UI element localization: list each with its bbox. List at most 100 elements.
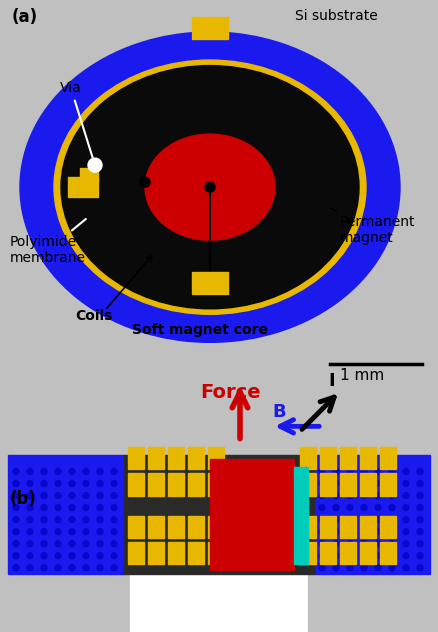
Circle shape bbox=[347, 492, 353, 499]
Bar bbox=[300, 447, 316, 470]
Circle shape bbox=[333, 480, 339, 487]
Bar bbox=[208, 542, 224, 564]
Circle shape bbox=[333, 553, 339, 559]
Circle shape bbox=[361, 516, 367, 523]
Circle shape bbox=[347, 541, 353, 547]
Circle shape bbox=[347, 480, 353, 487]
Circle shape bbox=[69, 468, 75, 475]
Circle shape bbox=[97, 504, 103, 511]
Circle shape bbox=[83, 504, 89, 511]
Circle shape bbox=[417, 565, 423, 571]
Bar bbox=[294, 468, 308, 564]
Circle shape bbox=[13, 565, 19, 571]
Circle shape bbox=[27, 468, 33, 475]
Bar bbox=[192, 272, 228, 295]
Bar bbox=[168, 542, 184, 564]
Circle shape bbox=[319, 553, 325, 559]
Bar bbox=[340, 447, 356, 470]
Circle shape bbox=[88, 158, 102, 172]
Circle shape bbox=[319, 492, 325, 499]
Circle shape bbox=[403, 565, 409, 571]
Circle shape bbox=[417, 492, 423, 499]
Ellipse shape bbox=[145, 134, 275, 240]
Circle shape bbox=[347, 516, 353, 523]
Circle shape bbox=[83, 492, 89, 499]
Ellipse shape bbox=[90, 89, 330, 285]
Circle shape bbox=[55, 553, 61, 559]
Circle shape bbox=[361, 468, 367, 475]
Text: Si substrate: Si substrate bbox=[295, 9, 378, 23]
Circle shape bbox=[41, 529, 47, 535]
Circle shape bbox=[347, 529, 353, 535]
Circle shape bbox=[111, 468, 117, 475]
Circle shape bbox=[41, 565, 47, 571]
Circle shape bbox=[319, 565, 325, 571]
Bar bbox=[208, 447, 224, 470]
Ellipse shape bbox=[128, 120, 292, 254]
Circle shape bbox=[333, 504, 339, 511]
Text: B: B bbox=[272, 403, 286, 422]
Circle shape bbox=[319, 504, 325, 511]
Text: (b): (b) bbox=[10, 490, 37, 507]
Circle shape bbox=[27, 516, 33, 523]
Bar bbox=[300, 516, 316, 538]
Circle shape bbox=[41, 504, 47, 511]
Circle shape bbox=[83, 541, 89, 547]
Circle shape bbox=[27, 480, 33, 487]
Circle shape bbox=[361, 504, 367, 511]
Circle shape bbox=[111, 516, 117, 523]
Bar bbox=[192, 17, 228, 39]
Ellipse shape bbox=[117, 110, 304, 264]
Circle shape bbox=[41, 468, 47, 475]
Bar bbox=[360, 473, 376, 495]
Circle shape bbox=[389, 468, 395, 475]
Bar bbox=[128, 516, 144, 538]
Circle shape bbox=[97, 480, 103, 487]
Circle shape bbox=[389, 565, 395, 571]
Bar bbox=[80, 168, 98, 182]
Circle shape bbox=[403, 541, 409, 547]
Circle shape bbox=[333, 565, 339, 571]
Circle shape bbox=[111, 504, 117, 511]
Circle shape bbox=[111, 553, 117, 559]
Bar bbox=[188, 516, 204, 538]
Circle shape bbox=[361, 480, 367, 487]
Bar bbox=[0, 574, 130, 632]
Circle shape bbox=[13, 553, 19, 559]
Circle shape bbox=[361, 541, 367, 547]
Circle shape bbox=[361, 492, 367, 499]
Bar bbox=[148, 473, 164, 495]
Circle shape bbox=[389, 492, 395, 499]
Bar bbox=[340, 542, 356, 564]
Circle shape bbox=[97, 492, 103, 499]
Circle shape bbox=[333, 492, 339, 499]
Circle shape bbox=[69, 516, 75, 523]
Bar bbox=[380, 473, 396, 495]
Circle shape bbox=[347, 468, 353, 475]
Circle shape bbox=[333, 516, 339, 523]
Ellipse shape bbox=[92, 90, 328, 284]
Circle shape bbox=[55, 529, 61, 535]
Circle shape bbox=[111, 480, 117, 487]
Circle shape bbox=[97, 516, 103, 523]
Bar bbox=[360, 542, 376, 564]
Circle shape bbox=[83, 553, 89, 559]
Ellipse shape bbox=[61, 66, 359, 309]
Text: (a): (a) bbox=[12, 8, 38, 26]
Circle shape bbox=[389, 541, 395, 547]
Circle shape bbox=[69, 504, 75, 511]
Circle shape bbox=[417, 516, 423, 523]
Text: 1 mm: 1 mm bbox=[340, 368, 384, 384]
Bar bbox=[68, 177, 98, 197]
Circle shape bbox=[361, 565, 367, 571]
Bar bbox=[308, 574, 438, 632]
Circle shape bbox=[389, 516, 395, 523]
Circle shape bbox=[417, 504, 423, 511]
Circle shape bbox=[347, 553, 353, 559]
Bar bbox=[320, 542, 336, 564]
Circle shape bbox=[417, 541, 423, 547]
Text: Soft magnet core: Soft magnet core bbox=[132, 324, 268, 337]
Bar bbox=[130, 574, 308, 632]
Circle shape bbox=[69, 541, 75, 547]
Ellipse shape bbox=[124, 116, 297, 258]
